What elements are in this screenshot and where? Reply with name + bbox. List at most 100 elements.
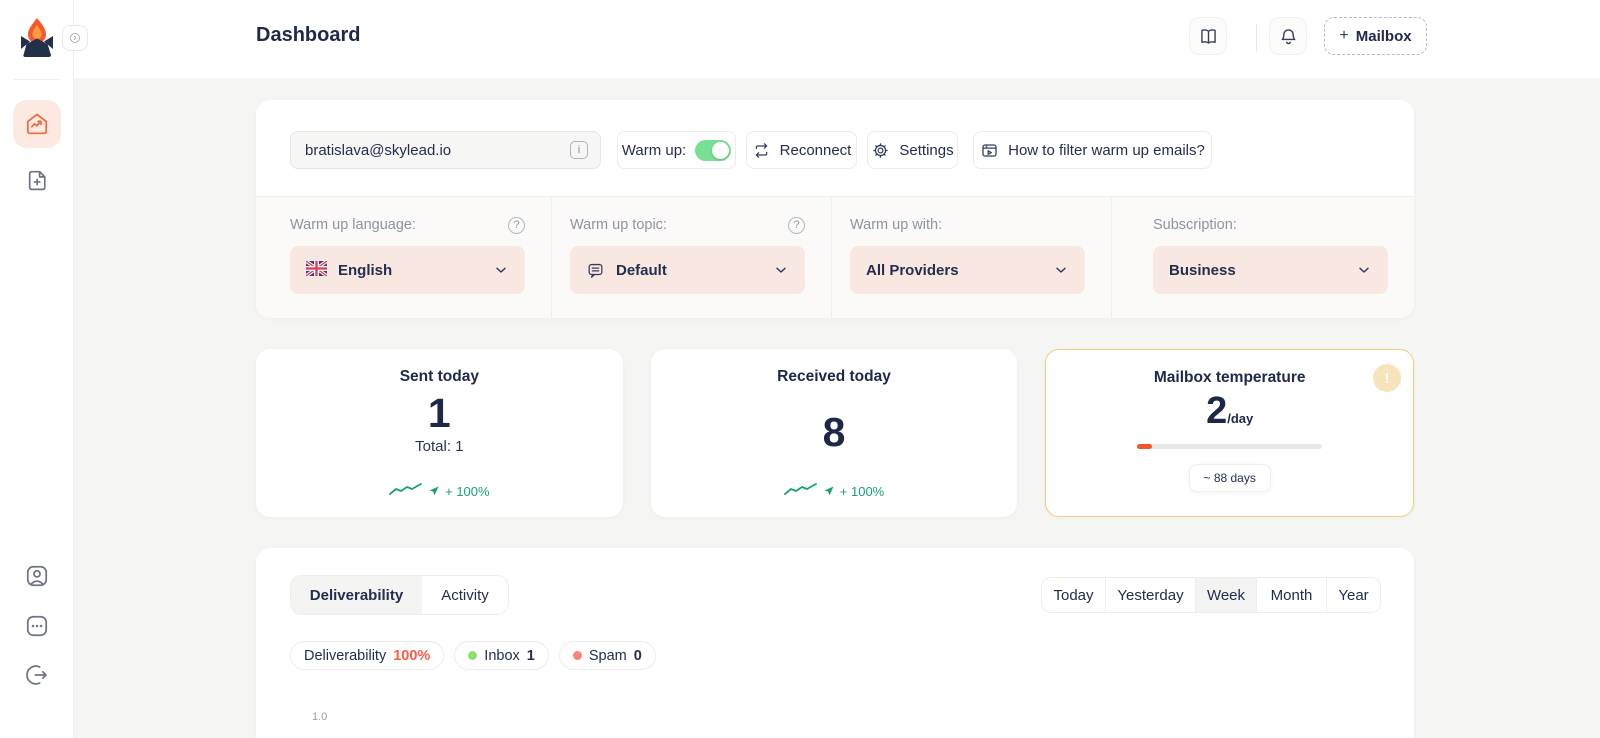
selector-subscription: Subscription: Business (1111, 197, 1414, 318)
temperature-progress-fill (1137, 444, 1152, 449)
range-year[interactable]: Year (1326, 578, 1380, 612)
subscription-dropdown[interactable]: Business (1153, 246, 1388, 294)
sparkline-icon (783, 482, 818, 501)
deliverability-badge-value: 100% (393, 647, 431, 664)
chevron-down-icon (773, 262, 789, 278)
docs-button[interactable] (1189, 17, 1227, 55)
sparkline-icon (389, 482, 423, 501)
inbox-badge[interactable]: Inbox 1 (454, 641, 549, 670)
sidebar-item-profile[interactable] (13, 552, 61, 600)
gear-icon (871, 141, 890, 160)
sent-value: 1 (427, 390, 451, 436)
add-mailbox-label: Mailbox (1355, 27, 1412, 45)
howto-filter-button[interactable]: How to filter warm up emails? (973, 131, 1212, 169)
mailbox-controls-card: i Warm up: Reconnect Settings How to fil… (256, 100, 1414, 318)
range-yesterday[interactable]: Yesterday (1105, 578, 1195, 612)
trend-arrow-icon (824, 483, 834, 501)
language-label: Warm up language: (290, 217, 417, 233)
providers-dropdown[interactable]: All Providers (850, 246, 1085, 294)
temperature-value: 2 (1206, 390, 1228, 432)
temperature-alert-icon[interactable]: ! (1373, 364, 1402, 392)
uk-flag-icon (305, 259, 328, 280)
sidebar-item-logout[interactable] (13, 651, 61, 699)
app-logo (17, 15, 57, 61)
range-month[interactable]: Month (1256, 578, 1326, 612)
topbar-divider (1256, 24, 1257, 52)
subscription-value: Business (1169, 261, 1236, 279)
mailbox-temperature-card: ! Mailbox temperature 2 /day ~ 88 days (1045, 349, 1415, 517)
home-trend-icon (24, 111, 50, 137)
warmup-toggle[interactable] (695, 139, 732, 161)
language-dropdown[interactable]: English (290, 246, 525, 294)
received-today-card: Received today 8 + 100% (650, 349, 1018, 517)
help-icon[interactable]: ? (508, 216, 525, 234)
chevron-down-icon (1053, 262, 1069, 278)
temperature-progress-bar[interactable] (1137, 444, 1323, 449)
warmup-toggle-group: Warm up: (617, 131, 736, 169)
plus-icon: + (1339, 27, 1349, 44)
logout-icon (24, 662, 50, 688)
info-icon[interactable]: i (570, 141, 588, 159)
date-range-selector: Today Yesterday Week Month Year (1041, 577, 1381, 613)
analytics-tabs: Deliverability Activity (290, 575, 509, 615)
sidebar-collapse-button[interactable] (62, 25, 88, 51)
temperature-title: Mailbox temperature (1153, 369, 1306, 386)
spam-badge[interactable]: Spam 0 (558, 641, 656, 670)
sent-trend: + 100% (445, 484, 490, 499)
page-title: Dashboard (256, 24, 361, 46)
howto-filter-label: How to filter warm up emails? (1008, 141, 1205, 159)
sent-total: Total: 1 (415, 438, 464, 455)
notifications-button[interactable] (1269, 17, 1307, 55)
selector-language: Warm up language: ? English (256, 197, 551, 318)
settings-label: Settings (899, 141, 954, 159)
toggle-knob (712, 141, 730, 159)
chart-y-axis-tick: 1.0 (312, 711, 328, 723)
sidebar-item-add-account[interactable] (13, 156, 61, 204)
warmup-label: Warm up: (621, 141, 687, 159)
temperature-unit: /day (1227, 411, 1254, 426)
spam-badge-value: 0 (633, 647, 642, 664)
legend-badges: Deliverability 100% Inbox 1 Spam 0 (290, 641, 656, 670)
flame-mailbox-icon (17, 18, 57, 65)
mailbox-email-field[interactable]: i (290, 131, 601, 169)
providers-label: Warm up with: (850, 217, 943, 233)
subscription-label: Subscription: (1153, 217, 1237, 233)
topic-label: Warm up topic: (570, 217, 667, 233)
sent-today-card: Sent today 1 Total: 1 + 100% (256, 349, 623, 517)
inbox-dot-icon (468, 651, 478, 660)
sidebar-item-dashboard[interactable] (13, 100, 61, 148)
trend-arrow-icon (429, 483, 439, 501)
book-icon (1198, 26, 1219, 47)
received-trend: + 100% (839, 484, 885, 499)
tab-deliverability[interactable]: Deliverability (291, 576, 422, 614)
received-title: Received today (777, 368, 891, 385)
selector-providers: Warm up with: All Providers (831, 197, 1111, 318)
add-mailbox-button[interactable]: + Mailbox (1324, 17, 1427, 55)
user-icon (24, 563, 50, 589)
sidebar-divider (14, 79, 60, 80)
tab-activity[interactable]: Activity (422, 576, 508, 614)
repeat-icon (752, 141, 771, 160)
topic-dropdown[interactable]: Default (570, 246, 805, 294)
received-value: 8 (822, 409, 846, 455)
settings-button[interactable]: Settings (867, 131, 958, 169)
chat-dots-icon (24, 613, 50, 639)
range-week[interactable]: Week (1195, 578, 1256, 612)
sidebar-item-support[interactable] (13, 602, 61, 650)
bell-icon (1278, 26, 1299, 47)
providers-value: All Providers (866, 261, 959, 279)
reconnect-label: Reconnect (779, 141, 852, 159)
deliverability-badge[interactable]: Deliverability 100% (290, 641, 445, 670)
email-input[interactable] (305, 141, 570, 159)
topic-value: Default (616, 261, 667, 279)
deliverability-badge-label: Deliverability (304, 647, 387, 664)
top-bar: Dashboard + Mailbox (0, 0, 1600, 78)
sent-title: Sent today (399, 368, 479, 385)
range-today[interactable]: Today (1042, 578, 1105, 612)
reconnect-button[interactable]: Reconnect (746, 131, 857, 169)
chevron-right-icon (69, 32, 81, 44)
help-icon[interactable]: ? (788, 216, 805, 234)
selector-topic: Warm up topic: ? Default (551, 197, 831, 318)
chevron-down-icon (1356, 262, 1372, 278)
